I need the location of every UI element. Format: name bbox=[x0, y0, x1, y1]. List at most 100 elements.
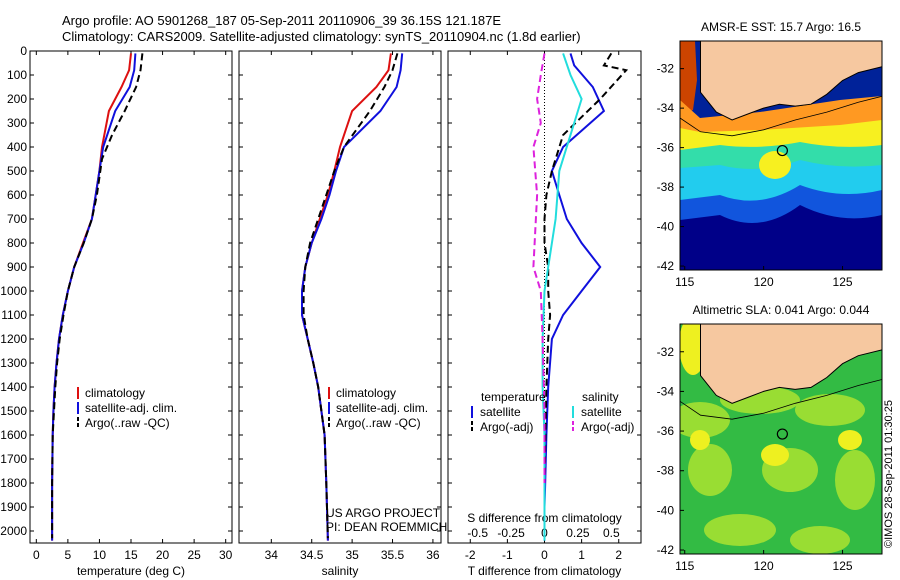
map-frame-sla bbox=[679, 323, 883, 555]
sla-anomaly-0 bbox=[680, 402, 730, 438]
xlabel-difference: T difference from climatology bbox=[468, 564, 622, 578]
xtick-label: 30 bbox=[219, 548, 233, 562]
ytick-label: 800 bbox=[7, 236, 27, 250]
ytick-label: 1600 bbox=[0, 428, 27, 442]
map-lat-label: -40 bbox=[657, 503, 675, 517]
ytick-label: 200 bbox=[7, 92, 27, 106]
land-australia bbox=[700, 324, 882, 404]
xtick-label: 25 bbox=[187, 548, 201, 562]
s-tick-label: -0.5 bbox=[467, 526, 488, 540]
panel-temperature: 0100200300400500600700800900100011001200… bbox=[0, 44, 232, 578]
series-difference-argoadj bbox=[543, 52, 629, 539]
ytick-label: 1700 bbox=[0, 452, 27, 466]
argo-position-marker bbox=[776, 428, 788, 440]
ytick-label: 900 bbox=[7, 260, 27, 274]
header-line1: Argo profile: AO 5901268_187 05-Sep-2011… bbox=[62, 13, 501, 28]
map-lon-label: 120 bbox=[754, 275, 774, 289]
ytick-label: 300 bbox=[7, 116, 27, 130]
map-lat-label: -36 bbox=[657, 141, 675, 155]
xtick-label: 0 bbox=[33, 548, 40, 562]
sla-anomaly-3 bbox=[688, 444, 732, 496]
legend-title-salinity: salinity bbox=[582, 390, 619, 404]
land-australia bbox=[700, 41, 882, 121]
ytick-label: 400 bbox=[7, 140, 27, 154]
xtick-label: 0 bbox=[541, 548, 548, 562]
legend-label-temperature: satellite-adj. clim. bbox=[85, 401, 177, 415]
series-temperature-satelliteadjclim bbox=[51, 53, 137, 541]
xlabel-temperature: temperature (deg C) bbox=[77, 564, 185, 578]
series-temperature-argorawqc bbox=[51, 53, 144, 539]
s-tick-label: -0.25 bbox=[497, 526, 525, 540]
map-field-sla bbox=[680, 324, 882, 554]
ytick-label: 1800 bbox=[0, 476, 27, 490]
map-lat-label: -34 bbox=[657, 101, 675, 115]
map-field-sst bbox=[680, 41, 882, 270]
argo-position-marker bbox=[776, 144, 788, 157]
legend-label-salinity: Argo(..raw -QC) bbox=[336, 416, 421, 430]
map-lon-label: 120 bbox=[754, 559, 774, 573]
ytick-label: 1200 bbox=[0, 332, 27, 346]
legend-label-difference: satellite bbox=[480, 405, 521, 419]
map-lat-label: -32 bbox=[657, 345, 675, 359]
map-lat-label: -34 bbox=[657, 384, 675, 398]
depth-contour bbox=[680, 95, 882, 137]
sla-high-2 bbox=[690, 430, 710, 450]
panel-salinity: 34 34.5 35 35.5 36 salinity bbox=[238, 50, 442, 578]
ytick-label: 700 bbox=[7, 212, 27, 226]
ytick-label: 1300 bbox=[0, 356, 27, 370]
map-lat-label: -38 bbox=[657, 180, 675, 194]
series-salinity-argorawqc bbox=[302, 53, 399, 539]
map-lat-label: -40 bbox=[657, 220, 675, 234]
map-lat-label: -42 bbox=[657, 543, 675, 557]
xtick-label: 2 bbox=[615, 548, 622, 562]
map-sst: AMSR-E SST: 15.7 Argo: 16.5 115 120 125 -32 -… bbox=[657, 20, 883, 289]
legend-label-salinity: satellite-adj. clim. bbox=[336, 401, 428, 415]
legend-label-temperature: climatology bbox=[85, 386, 145, 400]
ytick-label: 2000 bbox=[0, 524, 27, 538]
credit-pi: PI: DEAN ROEMMICH bbox=[326, 520, 447, 534]
map-title-sla: Altimetric SLA: 0.041 Argo: 0.044 bbox=[693, 303, 870, 317]
map-lat-label: -32 bbox=[657, 62, 675, 76]
xtick-label: 36 bbox=[426, 548, 440, 562]
series-difference-satellite bbox=[543, 53, 606, 541]
map-lon-label: 115 bbox=[675, 275, 694, 289]
xtick-label: 34 bbox=[265, 548, 279, 562]
map-lat-label: -36 bbox=[657, 424, 675, 438]
legend-label-salinity: climatology bbox=[336, 386, 396, 400]
s-tick-label: 0.5 bbox=[603, 526, 620, 540]
panel-frame-salinity bbox=[238, 50, 442, 544]
map-lat-label: -42 bbox=[657, 259, 675, 273]
sst-warm-coast bbox=[680, 41, 697, 115]
xtick-label: 15 bbox=[124, 548, 138, 562]
xtick-label: 35 bbox=[345, 548, 359, 562]
depth-contour bbox=[680, 379, 882, 420]
sla-anomaly-6 bbox=[704, 514, 776, 546]
map-sla: Altimetric SLA: 0.041 Argo: 0.044 115 120 1… bbox=[657, 303, 883, 573]
ytick-label: 0 bbox=[20, 44, 27, 58]
legend-label-difference: Argo(-adj) bbox=[581, 420, 634, 434]
series-temperature-climatology bbox=[51, 53, 132, 541]
header-line2: Climatology: CARS2009. Satellite-adjuste… bbox=[62, 29, 581, 44]
map-lon-label: 115 bbox=[675, 559, 694, 573]
s-tick-label: 0.25 bbox=[566, 526, 590, 540]
sla-high-3 bbox=[838, 430, 862, 450]
sst-orange-band bbox=[680, 96, 882, 132]
sla-anomaly-2 bbox=[795, 394, 865, 426]
ytick-label: 1400 bbox=[0, 380, 27, 394]
ytick-label: 1000 bbox=[0, 284, 27, 298]
credit-imos: ©IMOS 28-Sep-2011 01:30:25 bbox=[883, 400, 895, 548]
sst-warm-eddy bbox=[759, 151, 791, 179]
sla-anomaly-7 bbox=[790, 526, 850, 554]
legend-label-difference: Argo(-adj) bbox=[480, 420, 533, 434]
xtick-label: -1 bbox=[502, 548, 513, 562]
map-lon-label: 125 bbox=[833, 275, 853, 289]
xtick-label: 35.5 bbox=[381, 548, 405, 562]
map-lon-label: 125 bbox=[833, 559, 853, 573]
map-frame-sst bbox=[679, 40, 883, 271]
xtick-label: 5 bbox=[65, 548, 72, 562]
ytick-label: 1500 bbox=[0, 404, 27, 418]
sla-anomaly-5 bbox=[835, 450, 875, 510]
ytick-label: 600 bbox=[7, 188, 27, 202]
